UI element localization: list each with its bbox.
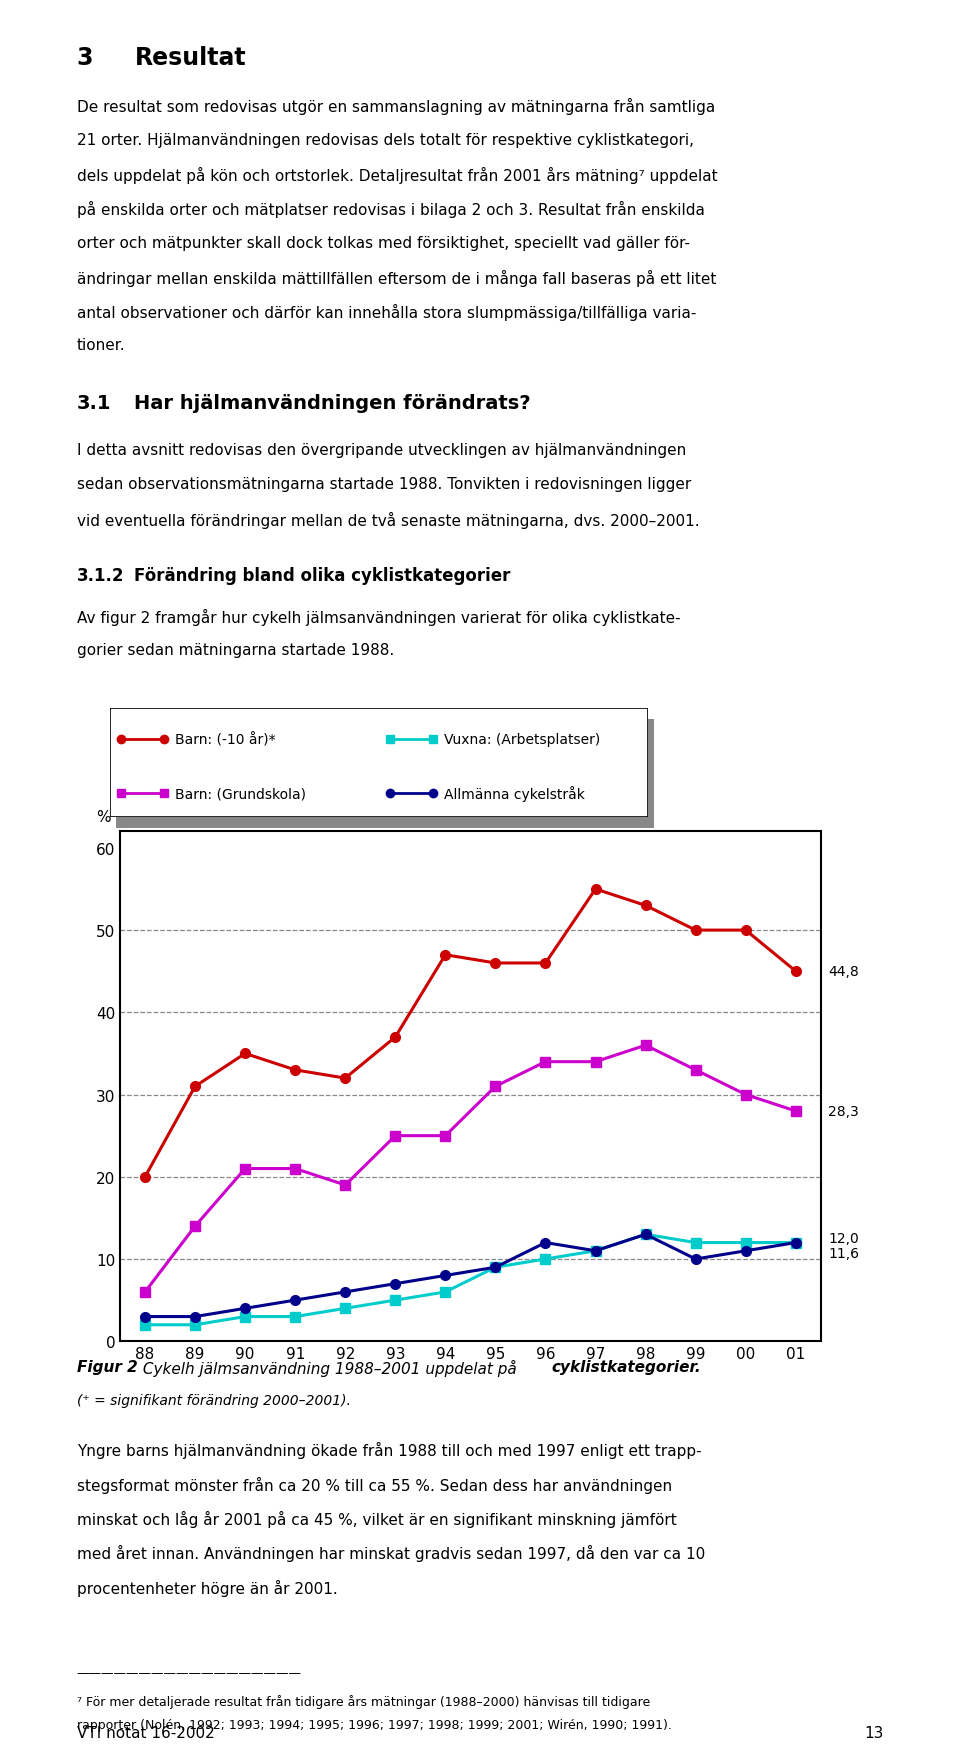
Text: 12,0: 12,0 xyxy=(828,1232,859,1246)
Text: 3: 3 xyxy=(77,46,93,70)
Text: Resultat: Resultat xyxy=(134,46,246,70)
Text: sedan observationsmätningarna startade 1988. Tonvikten i redovisningen ligger: sedan observationsmätningarna startade 1… xyxy=(77,476,691,492)
Text: ——————————————————: —————————————————— xyxy=(77,1666,301,1678)
Text: Vuxna: (Arbetsplatser): Vuxna: (Arbetsplatser) xyxy=(444,733,600,747)
Text: De resultat som redovisas utgör en sammanslagning av mätningarna från samtliga: De resultat som redovisas utgör en samma… xyxy=(77,98,715,116)
Text: 28,3: 28,3 xyxy=(828,1105,859,1119)
Text: (⁺ = signifikant förändring 2000–2001).: (⁺ = signifikant förändring 2000–2001). xyxy=(77,1393,350,1407)
Text: 13: 13 xyxy=(864,1725,883,1741)
Text: Cykelh jälmsanvändning 1988–2001 uppdelat på: Cykelh jälmsanvändning 1988–2001 uppdela… xyxy=(138,1358,522,1376)
Text: VTI notat 16-2002: VTI notat 16-2002 xyxy=(77,1725,214,1741)
Text: 3.1: 3.1 xyxy=(77,394,111,413)
Text: %: % xyxy=(96,810,110,824)
Text: stegsformat mönster från ca 20 % till ca 55 %. Sedan dess har användningen: stegsformat mönster från ca 20 % till ca… xyxy=(77,1476,672,1493)
Text: minskat och låg år 2001 på ca 45 %, vilket är en signifikant minskning jämfört: minskat och låg år 2001 på ca 45 %, vilk… xyxy=(77,1509,677,1527)
Text: procentenheter högre än år 2001.: procentenheter högre än år 2001. xyxy=(77,1578,338,1595)
Text: 3.1.2: 3.1.2 xyxy=(77,566,124,585)
Text: Har hjälmanvändningen förändrats?: Har hjälmanvändningen förändrats? xyxy=(134,394,531,413)
Text: dels uppdelat på kön och ortstorlek. Detaljresultat från 2001 års mätning⁷ uppde: dels uppdelat på kön och ortstorlek. Det… xyxy=(77,167,717,184)
Text: Yngre barns hjälmanvändning ökade från 1988 till och med 1997 enligt ett trapp-: Yngre barns hjälmanvändning ökade från 1… xyxy=(77,1441,702,1458)
Text: gorier sedan mätningarna startade 1988.: gorier sedan mätningarna startade 1988. xyxy=(77,643,394,659)
Text: med året innan. Användningen har minskat gradvis sedan 1997, då den var ca 10: med året innan. Användningen har minskat… xyxy=(77,1544,705,1562)
Text: Av figur 2 framgår hur cykelh jälmsanvändningen varierat för olika cyklistkate-: Av figur 2 framgår hur cykelh jälmsanvän… xyxy=(77,608,681,625)
Text: tioner.: tioner. xyxy=(77,337,126,353)
Text: I detta avsnitt redovisas den övergripande utvecklingen av hjälmanvändningen: I detta avsnitt redovisas den övergripan… xyxy=(77,443,686,459)
Text: ändringar mellan enskilda mättillfällen eftersom de i många fall baseras på ett : ändringar mellan enskilda mättillfällen … xyxy=(77,269,716,286)
Text: på enskilda orter och mätplatser redovisas i bilaga 2 och 3. Resultat från enski: på enskilda orter och mätplatser redovis… xyxy=(77,200,705,218)
Text: 11,6: 11,6 xyxy=(828,1246,859,1260)
Text: 44,8: 44,8 xyxy=(828,965,859,979)
Text: ⁷ För mer detaljerade resultat från tidigare års mätningar (1988–2000) hänvisas : ⁷ För mer detaljerade resultat från tidi… xyxy=(77,1694,650,1708)
Text: rapporter (Nolén, 1992; 1993; 1994; 1995; 1996; 1997; 1998; 1999; 2001; Wirén, 1: rapporter (Nolén, 1992; 1993; 1994; 1995… xyxy=(77,1718,672,1731)
Text: orter och mätpunkter skall dock tolkas med försiktighet, speciellt vad gäller fö: orter och mätpunkter skall dock tolkas m… xyxy=(77,235,690,251)
Text: antal observationer och därför kan innehålla stora slumpmässiga/tillfälliga vari: antal observationer och därför kan inneh… xyxy=(77,304,696,322)
Text: vid eventuella förändringar mellan de två senaste mätningarna, dvs. 2000–2001.: vid eventuella förändringar mellan de tv… xyxy=(77,511,700,529)
Text: Barn: (Grundskola): Barn: (Grundskola) xyxy=(175,787,306,801)
Text: Förändring bland olika cyklistkategorier: Förändring bland olika cyklistkategorier xyxy=(134,566,511,585)
Text: Barn: (-10 år)*: Barn: (-10 år)* xyxy=(175,733,276,747)
Text: cyklistkategorier.: cyklistkategorier. xyxy=(551,1358,701,1374)
Text: Allmänna cykelstråk: Allmänna cykelstråk xyxy=(444,785,585,801)
Text: Figur 2: Figur 2 xyxy=(77,1358,137,1374)
Text: 21 orter. Hjälmanvändningen redovisas dels totalt för respektive cyklistkategori: 21 orter. Hjälmanvändningen redovisas de… xyxy=(77,134,694,148)
